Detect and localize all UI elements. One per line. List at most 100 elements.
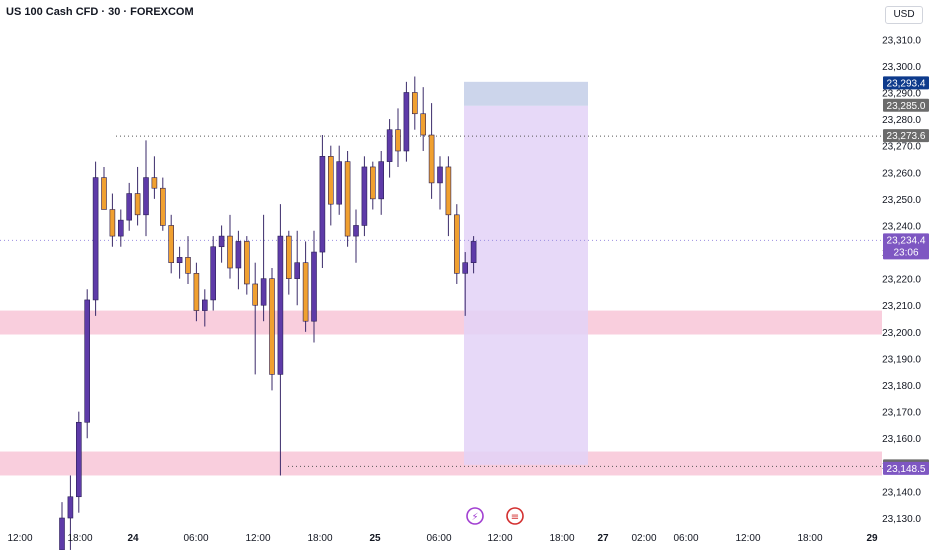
time-tick-label: 06:00	[673, 533, 698, 544]
candle-body	[185, 257, 191, 274]
candle-body	[176, 257, 183, 263]
time-tick-label: 06:00	[183, 533, 208, 544]
countdown-label: 23:06	[893, 247, 918, 258]
candle-body	[193, 273, 200, 311]
supply-zone	[0, 310, 882, 335]
price-badge-label: 23,273.6	[887, 131, 926, 142]
candle-body	[445, 166, 452, 216]
candle-body	[302, 262, 309, 322]
candle-body	[202, 299, 208, 311]
us-flag-event-icon[interactable]	[506, 507, 524, 525]
price-badge[interactable]	[883, 461, 929, 475]
candle-body	[378, 161, 385, 200]
price-tick-label: 23,270.0	[882, 142, 921, 153]
candle-body	[437, 166, 443, 184]
candle-body	[285, 235, 292, 279]
candle-body	[227, 235, 233, 269]
currency-selector[interactable]: USD	[885, 6, 923, 24]
candle-body	[453, 214, 460, 274]
time-tick-label: 29	[866, 533, 878, 544]
price-tick-label: 23,220.0	[882, 275, 921, 286]
candle-body	[118, 219, 124, 237]
flash-event-icon-glyph: ⚡	[471, 512, 478, 523]
time-tick-label: 18:00	[307, 533, 332, 544]
candle-body	[369, 166, 376, 200]
price-badge-label: 23,148.5	[887, 464, 926, 475]
time-tick-label: 12:00	[245, 533, 270, 544]
candle-body	[126, 193, 132, 221]
time-tick-label: 18:00	[797, 533, 822, 544]
position-body[interactable]	[464, 105, 588, 465]
candle-body	[403, 92, 410, 152]
candle-body	[395, 129, 401, 152]
candle-body	[428, 134, 435, 184]
price-badge[interactable]	[883, 129, 929, 143]
candle-body	[92, 177, 99, 301]
flash-event-icon[interactable]	[466, 507, 484, 525]
candle-body	[327, 156, 334, 205]
symbol-title[interactable]: US 100 Cash CFD · 30 · FOREXCOM	[6, 6, 194, 18]
candle-body	[336, 161, 343, 205]
price-badge[interactable]	[883, 76, 929, 90]
time-tick-label: 18:00	[549, 533, 574, 544]
demand-zone	[0, 451, 882, 476]
time-tick-label: 24	[127, 533, 139, 544]
price-tick-label: 23,130.0	[882, 514, 921, 525]
candle-body	[151, 177, 158, 189]
candle-body	[160, 187, 166, 226]
candle-body	[411, 92, 418, 115]
time-tick-label: 12:00	[7, 533, 32, 544]
candle-body	[462, 262, 469, 274]
price-badge-label: 23,285.0	[887, 101, 926, 112]
price-tick-label: 23,210.0	[882, 301, 921, 312]
candle-body	[311, 251, 317, 322]
time-tick-label: 12:00	[487, 533, 512, 544]
time-tick-label: 25	[369, 533, 381, 544]
candle-body	[84, 299, 90, 423]
candle-body	[235, 241, 242, 269]
time-tick-label: 06:00	[426, 533, 451, 544]
price-badge-label: 23,293.4	[887, 78, 926, 89]
candle-body	[386, 129, 393, 162]
candle-body	[361, 166, 368, 226]
position-target[interactable]	[464, 81, 588, 106]
price-badge[interactable]	[883, 98, 929, 112]
candle-body	[101, 177, 107, 210]
time-tick-label: 02:00	[631, 533, 656, 544]
candle-body	[59, 517, 65, 551]
price-badge-label: 23,234.4	[887, 235, 926, 246]
candle-body	[76, 421, 82, 498]
price-tick-label: 23,290.0	[882, 88, 921, 99]
candle-body	[353, 225, 359, 237]
candle-body	[344, 161, 351, 237]
price-tick-label: 23,260.0	[882, 168, 921, 179]
price-tick-label: 23,300.0	[882, 62, 921, 73]
candle-body	[168, 225, 174, 263]
candle-body	[218, 235, 225, 248]
candle-body	[109, 209, 116, 237]
price-tick-label: 23,200.0	[882, 328, 921, 339]
candle-body	[244, 241, 250, 285]
candle-body	[67, 496, 74, 519]
candle-body	[210, 246, 216, 301]
candle-body	[134, 193, 141, 216]
candle-body	[277, 235, 284, 375]
price-tick-label: 23,190.0	[882, 354, 921, 365]
candle-body	[260, 278, 267, 306]
price-badge[interactable]	[883, 233, 929, 260]
time-tick-label: 18:00	[67, 533, 92, 544]
price-tick-label: 23,240.0	[882, 221, 921, 232]
price-tick-label: 23,160.0	[882, 434, 921, 445]
time-tick-label: 12:00	[735, 533, 760, 544]
candle-body	[252, 283, 258, 306]
candle-body	[294, 262, 301, 279]
price-tick-label: 23,140.0	[882, 487, 921, 498]
price-tick-label: 23,310.0	[882, 35, 921, 46]
price-tick-label: 23,170.0	[882, 408, 921, 419]
price-tick-label: 23,250.0	[882, 195, 921, 206]
price-tick-label: 23,280.0	[882, 115, 921, 126]
time-tick-label: 27	[597, 533, 609, 544]
candle-body	[319, 156, 326, 253]
